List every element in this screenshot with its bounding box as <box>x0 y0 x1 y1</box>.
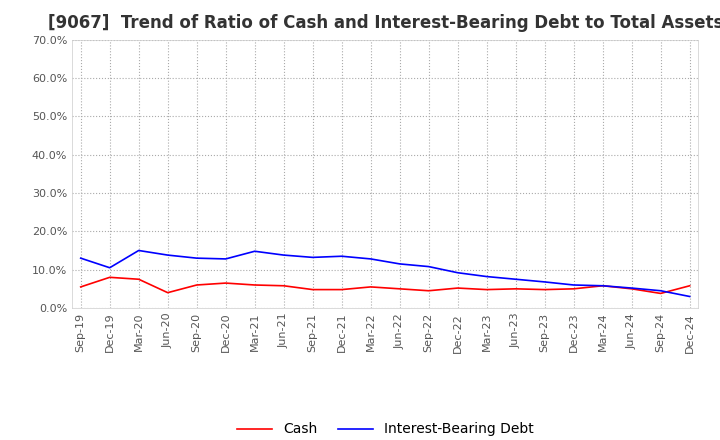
Cash <box>598 283 607 288</box>
Cash <box>541 287 549 292</box>
Interest-Bearing Debt <box>76 256 85 261</box>
Interest-Bearing Debt <box>395 261 404 267</box>
Interest-Bearing Debt <box>454 270 462 275</box>
Cash <box>251 282 259 288</box>
Cash <box>338 287 346 292</box>
Cash <box>135 277 143 282</box>
Cash <box>570 286 578 291</box>
Interest-Bearing Debt <box>308 255 317 260</box>
Legend: Cash, Interest-Bearing Debt: Cash, Interest-Bearing Debt <box>231 417 539 440</box>
Cash <box>279 283 288 288</box>
Cash <box>627 286 636 291</box>
Cash <box>454 286 462 291</box>
Interest-Bearing Debt <box>251 249 259 254</box>
Interest-Bearing Debt <box>570 282 578 288</box>
Interest-Bearing Debt <box>657 288 665 293</box>
Line: Interest-Bearing Debt: Interest-Bearing Debt <box>81 250 690 297</box>
Cash <box>192 282 201 288</box>
Title: [9067]  Trend of Ratio of Cash and Interest-Bearing Debt to Total Assets: [9067] Trend of Ratio of Cash and Intere… <box>48 15 720 33</box>
Interest-Bearing Debt <box>221 256 230 261</box>
Interest-Bearing Debt <box>482 274 491 279</box>
Interest-Bearing Debt <box>105 265 114 270</box>
Cash <box>76 284 85 290</box>
Cash <box>366 284 375 290</box>
Interest-Bearing Debt <box>424 264 433 269</box>
Interest-Bearing Debt <box>279 253 288 258</box>
Interest-Bearing Debt <box>685 294 694 299</box>
Cash <box>685 283 694 288</box>
Line: Cash: Cash <box>81 277 690 293</box>
Cash <box>105 275 114 280</box>
Interest-Bearing Debt <box>541 279 549 285</box>
Interest-Bearing Debt <box>338 253 346 259</box>
Interest-Bearing Debt <box>163 253 172 258</box>
Interest-Bearing Debt <box>627 286 636 291</box>
Cash <box>308 287 317 292</box>
Cash <box>657 291 665 296</box>
Cash <box>482 287 491 292</box>
Interest-Bearing Debt <box>511 277 520 282</box>
Interest-Bearing Debt <box>366 256 375 261</box>
Cash <box>221 280 230 286</box>
Cash <box>424 288 433 293</box>
Interest-Bearing Debt <box>135 248 143 253</box>
Cash <box>395 286 404 291</box>
Interest-Bearing Debt <box>598 283 607 288</box>
Cash <box>163 290 172 295</box>
Interest-Bearing Debt <box>192 256 201 261</box>
Cash <box>511 286 520 291</box>
